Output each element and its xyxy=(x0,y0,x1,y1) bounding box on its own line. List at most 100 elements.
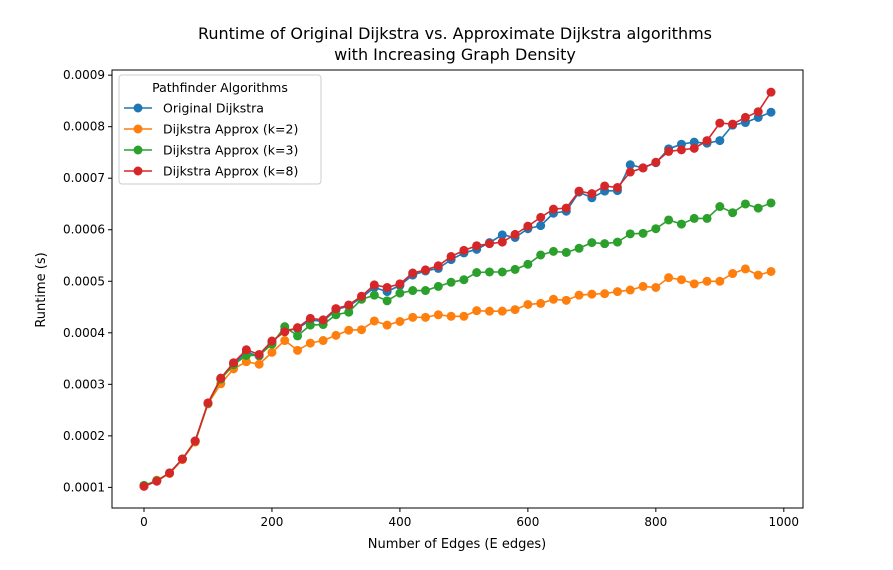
data-point xyxy=(459,245,469,255)
legend-label: Dijkstra Approx (k=2) xyxy=(163,122,298,137)
data-point xyxy=(638,281,648,291)
data-point xyxy=(318,315,328,325)
data-point xyxy=(548,246,558,256)
data-point xyxy=(395,279,405,289)
data-point xyxy=(165,468,175,478)
y-tick-label: 0.0008 xyxy=(63,120,105,134)
series-2 xyxy=(139,264,776,491)
legend-marker xyxy=(133,124,143,134)
data-point xyxy=(753,270,763,280)
data-point xyxy=(574,243,584,253)
data-point xyxy=(433,281,443,291)
data-point xyxy=(740,199,750,209)
legend-label: Original Dijkstra xyxy=(163,101,264,116)
data-point xyxy=(587,238,597,248)
data-point xyxy=(536,212,546,222)
data-point xyxy=(267,336,277,346)
data-point xyxy=(728,119,738,129)
data-point xyxy=(766,107,776,117)
series-4 xyxy=(139,87,776,491)
y-tick-label: 0.0004 xyxy=(63,326,105,340)
data-point xyxy=(421,265,431,275)
legend-item: Dijkstra Approx (k=8) xyxy=(124,164,298,179)
data-point xyxy=(561,203,571,213)
data-point xyxy=(574,290,584,300)
data-point xyxy=(625,229,635,239)
data-point xyxy=(484,267,494,277)
y-axis-label: Runtime (s) xyxy=(34,252,49,327)
legend-box xyxy=(118,74,322,185)
data-point xyxy=(267,347,277,357)
data-point xyxy=(241,357,251,367)
legend-marker xyxy=(133,145,143,155)
data-point xyxy=(293,323,303,333)
series-layer xyxy=(139,87,776,491)
data-point xyxy=(318,336,328,346)
legend-marker xyxy=(133,103,143,113)
data-point xyxy=(408,268,418,278)
data-point xyxy=(331,304,341,314)
data-point xyxy=(446,277,456,287)
data-point xyxy=(651,157,661,167)
y-tick-label: 0.0009 xyxy=(63,68,105,82)
data-point xyxy=(561,295,571,305)
data-point xyxy=(331,310,341,320)
legend-marker xyxy=(133,166,143,176)
x-tick-label: 0 xyxy=(140,515,148,529)
data-point xyxy=(382,320,392,330)
data-point xyxy=(587,189,597,199)
y-tick-label: 0.0002 xyxy=(63,429,105,443)
data-point xyxy=(536,298,546,308)
data-point xyxy=(702,136,712,146)
data-point xyxy=(728,269,738,279)
data-point xyxy=(280,336,290,346)
data-point xyxy=(740,112,750,122)
y-tick-label: 0.0001 xyxy=(63,480,105,494)
data-point xyxy=(574,186,584,196)
data-point xyxy=(382,296,392,306)
data-point xyxy=(433,310,443,320)
x-axis-label: Number of Edges (E edges) xyxy=(368,537,546,552)
y-tick-label: 0.0005 xyxy=(63,274,105,288)
data-point xyxy=(152,476,162,486)
data-point xyxy=(536,221,546,231)
data-point xyxy=(715,136,725,146)
data-point xyxy=(510,264,520,274)
data-point xyxy=(689,279,699,289)
y-tick-label: 0.0007 xyxy=(63,171,105,185)
data-point xyxy=(702,276,712,286)
data-point xyxy=(612,287,622,297)
data-point xyxy=(715,202,725,212)
data-point xyxy=(369,316,379,326)
data-point xyxy=(612,182,622,192)
data-point xyxy=(676,219,686,229)
y-tick-label: 0.0006 xyxy=(63,223,105,237)
data-point xyxy=(305,320,315,330)
data-point xyxy=(357,325,367,335)
data-point xyxy=(344,307,354,317)
data-point xyxy=(548,204,558,214)
data-point xyxy=(446,311,456,321)
data-point xyxy=(241,345,251,355)
x-tick-label: 600 xyxy=(516,515,539,529)
data-point xyxy=(203,398,213,408)
data-point xyxy=(715,276,725,286)
chart-title: Runtime of Original Dijkstra vs. Approxi… xyxy=(198,24,712,43)
data-point xyxy=(689,213,699,223)
data-point xyxy=(293,331,303,341)
data-point xyxy=(536,250,546,260)
x-tick-label: 200 xyxy=(261,515,284,529)
data-point xyxy=(459,275,469,285)
data-point xyxy=(625,167,635,177)
data-point xyxy=(254,359,264,369)
data-point xyxy=(766,87,776,97)
chart-subtitle: with Increasing Graph Density xyxy=(334,45,576,64)
series-line xyxy=(143,268,772,487)
data-point xyxy=(408,286,418,296)
data-point xyxy=(369,280,379,290)
data-point xyxy=(408,312,418,322)
x-tick-label: 1000 xyxy=(769,515,800,529)
data-point xyxy=(305,313,315,323)
x-tick-label: 400 xyxy=(388,515,411,529)
plot-frame xyxy=(111,69,804,509)
